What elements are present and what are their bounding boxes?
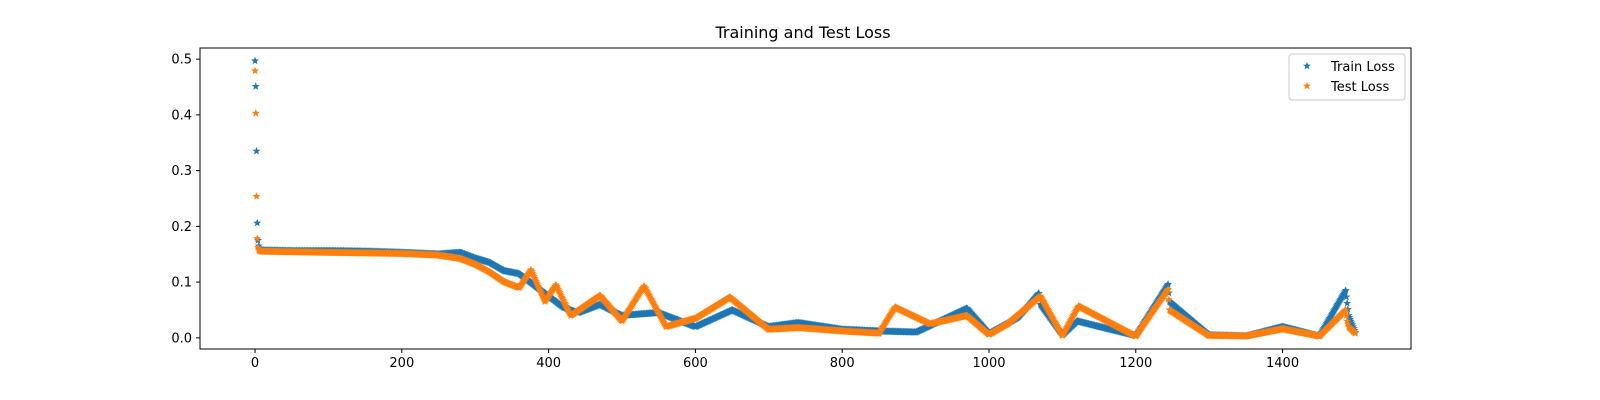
chart-title: Training and Test Loss: [714, 23, 890, 42]
data-point: [1347, 318, 1356, 327]
legend-box: [1288, 53, 1406, 101]
x-tick-label: 1200: [1119, 356, 1152, 371]
x-tick-label: 600: [683, 356, 708, 371]
data-point: [1342, 311, 1351, 319]
data-point: [1351, 329, 1360, 337]
data-point: [1345, 313, 1354, 321]
legend-marker: [1303, 61, 1311, 70]
data-point: [1341, 286, 1350, 294]
data-point: [1342, 292, 1351, 301]
data-point: [1164, 295, 1173, 304]
x-tick-label: 200: [389, 356, 414, 371]
x-tick-label: 800: [830, 356, 855, 371]
data-point: [253, 218, 262, 227]
data-point: [253, 234, 262, 243]
data-point: [252, 192, 261, 200]
data-point: [251, 82, 260, 90]
y-tick-label: 0.1: [171, 276, 192, 291]
data-point: [252, 146, 261, 155]
x-tick-label: 1000: [972, 356, 1005, 371]
data-point: [1346, 315, 1355, 323]
data-point: [1346, 316, 1355, 325]
series-test-loss: [251, 66, 1360, 340]
data-point: [251, 109, 260, 117]
y-tick-label: 0.5: [171, 53, 192, 68]
axes-frame: [199, 47, 1412, 350]
plot-area: 0 200 400 600 800 1000 1200 1400 0.0 0.1 0.2 0.3 0.4…: [171, 47, 1412, 371]
y-tick-label: 0.3: [171, 164, 192, 179]
data-point: [251, 56, 260, 65]
data-point: [1164, 280, 1173, 288]
data-point: [1343, 319, 1352, 328]
y-tick-label: 0.2: [171, 220, 192, 235]
x-tick-label: 400: [536, 356, 561, 371]
y-tick-label: 0.0: [171, 331, 192, 346]
data-point: [1343, 299, 1352, 307]
data-point: [1034, 289, 1043, 297]
x-tick-label: 0: [251, 356, 259, 371]
data-point: [1341, 305, 1350, 314]
legend-label: Train Loss: [1330, 60, 1395, 75]
data-point: [1348, 320, 1357, 329]
x-tick-label: 1400: [1266, 356, 1299, 371]
data-point: [1343, 316, 1352, 325]
data-point: [1164, 285, 1173, 293]
data-point: [253, 243, 262, 251]
legend-label: Test Loss: [1330, 80, 1389, 95]
data-point: [251, 66, 260, 75]
legend: Train Loss Test Loss: [1288, 53, 1406, 101]
y-tick-label: 0.4: [171, 108, 192, 123]
legend-marker: [1303, 81, 1311, 90]
